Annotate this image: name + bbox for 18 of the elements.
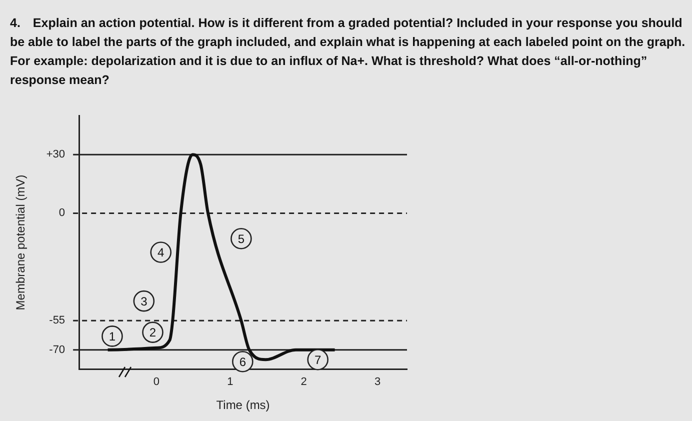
x-tick-label: 2 (300, 376, 307, 388)
y-tick-label: +30 (46, 148, 66, 161)
y-tick-label: -70 (49, 344, 66, 356)
x-tick-label: 0 (153, 376, 160, 388)
annotation: 3 (140, 294, 148, 308)
chart-title: 4. Explain an action potential. How is it different from a graded potential? Included in your response you should be able to label the parts of the graph included, and explain what is happening at each labeled point on the graph. For example: depolarization and it is due to an influx of Na+. What is threshold? What does “all-or-nothing” response mean? (10, 15, 686, 89)
x-axis-title: Time (ms) (216, 398, 270, 412)
x-tick-label: 3 (374, 376, 381, 388)
annotation: 1 (108, 330, 116, 344)
x-tick-label: 1 (227, 376, 234, 388)
annotation: 2 (149, 326, 156, 340)
annotation: 5 (238, 232, 245, 246)
annotation: 6 (239, 354, 246, 369)
annotation: 7 (314, 352, 322, 367)
y-tick-label: 0 (58, 207, 66, 220)
annotation: 4 (158, 246, 165, 260)
y-axis-title: Membrane potential (mV) (14, 174, 28, 310)
y-tick-label: -55 (49, 314, 66, 327)
